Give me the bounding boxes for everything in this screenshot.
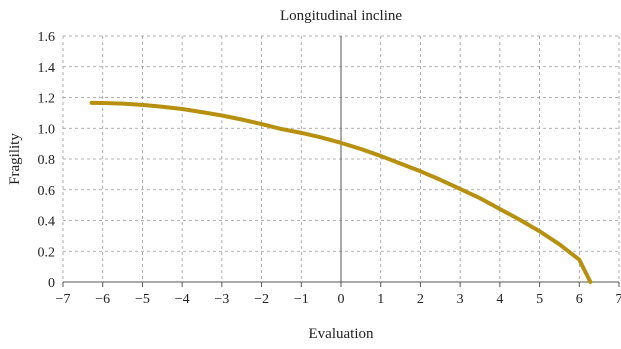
x-tick-label: 2 <box>417 292 424 307</box>
x-tick-label: −6 <box>95 292 110 307</box>
x-tick-label: 5 <box>536 292 543 307</box>
series-layer <box>89 100 593 284</box>
x-tick-label: −2 <box>254 292 269 307</box>
x-axis-label: Evaluation <box>309 326 374 342</box>
x-tick-label: −3 <box>214 292 229 307</box>
series-line <box>89 100 593 284</box>
x-tick-label: 3 <box>457 292 464 307</box>
y-tick-label: 1.4 <box>38 61 56 76</box>
y-tick-label: 0.2 <box>38 245 56 260</box>
y-tick-label: 1.6 <box>38 30 56 45</box>
y-tick-label: 0.4 <box>38 215 56 230</box>
x-tick-label: −7 <box>56 292 71 307</box>
x-tick-label: −1 <box>294 292 309 307</box>
y-tick-label: 0.8 <box>38 153 56 168</box>
y-tick-label: 0 <box>48 276 55 291</box>
y-tick-labels: 0 0.2 0.4 0.6 0.8 1.0 1.2 1.4 1.6 <box>38 30 56 291</box>
x-tick-label: 4 <box>496 292 503 307</box>
y-tick-label: 1.2 <box>38 92 56 107</box>
chart-title: Longitudinal incline <box>280 8 402 24</box>
x-tick-label: 6 <box>576 292 583 307</box>
x-tick-label: −5 <box>135 292 150 307</box>
y-tick-label: 1.0 <box>38 122 56 137</box>
y-axis-label: Fragility <box>7 133 23 185</box>
x-tick-label: 7 <box>616 292 621 307</box>
y-tick-label: 0.6 <box>38 184 56 199</box>
x-tick-label: −4 <box>175 292 190 307</box>
x-tick-label: 1 <box>377 292 384 307</box>
x-tick-label: 0 <box>338 292 345 307</box>
x-tick-labels: −7 −6 −5 −4 −3 −2 −1 0 1 2 3 4 5 6 7 <box>56 292 621 307</box>
axes <box>62 36 620 287</box>
